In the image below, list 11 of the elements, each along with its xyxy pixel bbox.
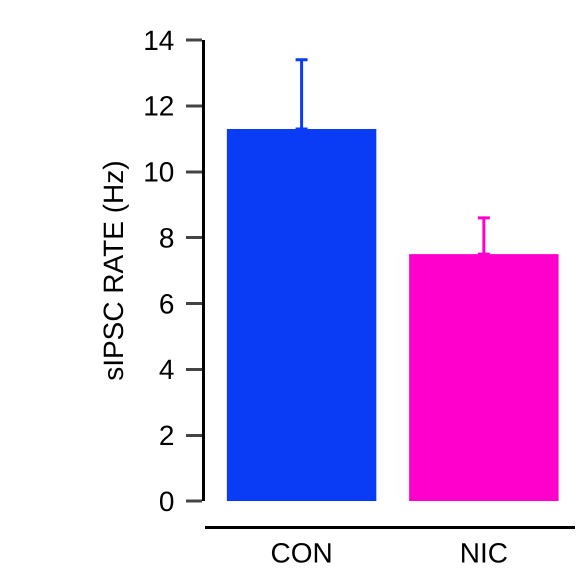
y-tick-label: 2 — [158, 420, 174, 452]
y-tick-label: 6 — [158, 288, 174, 320]
y-tick-label: 14 — [143, 24, 174, 56]
y-tick-label: 12 — [143, 90, 174, 122]
y-tick-label: 10 — [143, 156, 174, 188]
y-axis-title: sIPSC RATE (Hz) — [98, 160, 129, 381]
x-tick-label: CON — [270, 538, 333, 569]
y-tick-label: 8 — [158, 222, 174, 254]
x-tick-label: NIC — [460, 538, 508, 569]
y-tick-label: 0 — [158, 486, 174, 517]
y-tick-label: 4 — [158, 354, 174, 386]
